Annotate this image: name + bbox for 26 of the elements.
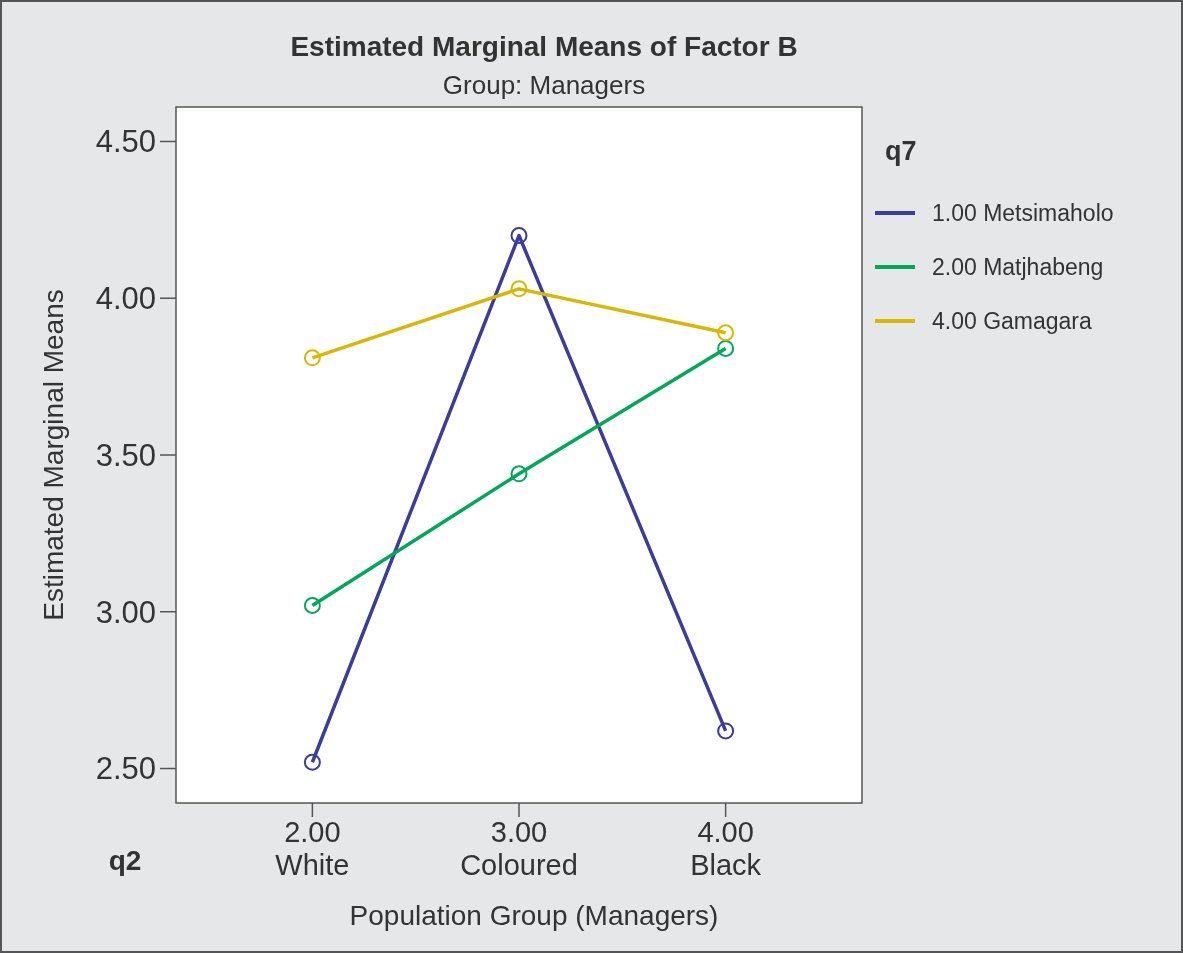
text: q2 [108, 845, 142, 876]
chart-subtitle: Group: Managers [442, 70, 646, 100]
legend-label: 1.00 Metsimaholo [932, 200, 1114, 227]
point [510, 280, 528, 298]
y-tick-label: 3.50 [95, 437, 156, 473]
point [717, 339, 735, 357]
y-tick-label: 2.50 [95, 751, 156, 787]
legend-label: 2.00 Matjhabeng [932, 254, 1104, 281]
point [717, 324, 735, 342]
point [303, 349, 321, 367]
legend-title: q7 [885, 136, 917, 166]
legend-label: 4.00 Gamagara [932, 308, 1093, 335]
x-tick-label: 4.00 Black [690, 816, 762, 881]
y-tick-label: 4.50 [95, 124, 156, 160]
point [510, 465, 528, 483]
y-axis-title: Estimated Marginal Means [38, 289, 69, 621]
chart-title: Estimated Marginal Means of Factor B [290, 31, 798, 62]
point [717, 722, 735, 740]
y-tick-label: 4.00 [95, 281, 156, 317]
point [510, 227, 528, 245]
x-tick-label: 2.00 White [275, 816, 350, 881]
x-axis-title: Population Group (Managers) [349, 900, 719, 931]
point [303, 753, 321, 771]
y-tick-label: 3.00 [95, 594, 156, 630]
point [303, 596, 321, 614]
x-tick-label: 3.00 Coloured [460, 816, 578, 881]
